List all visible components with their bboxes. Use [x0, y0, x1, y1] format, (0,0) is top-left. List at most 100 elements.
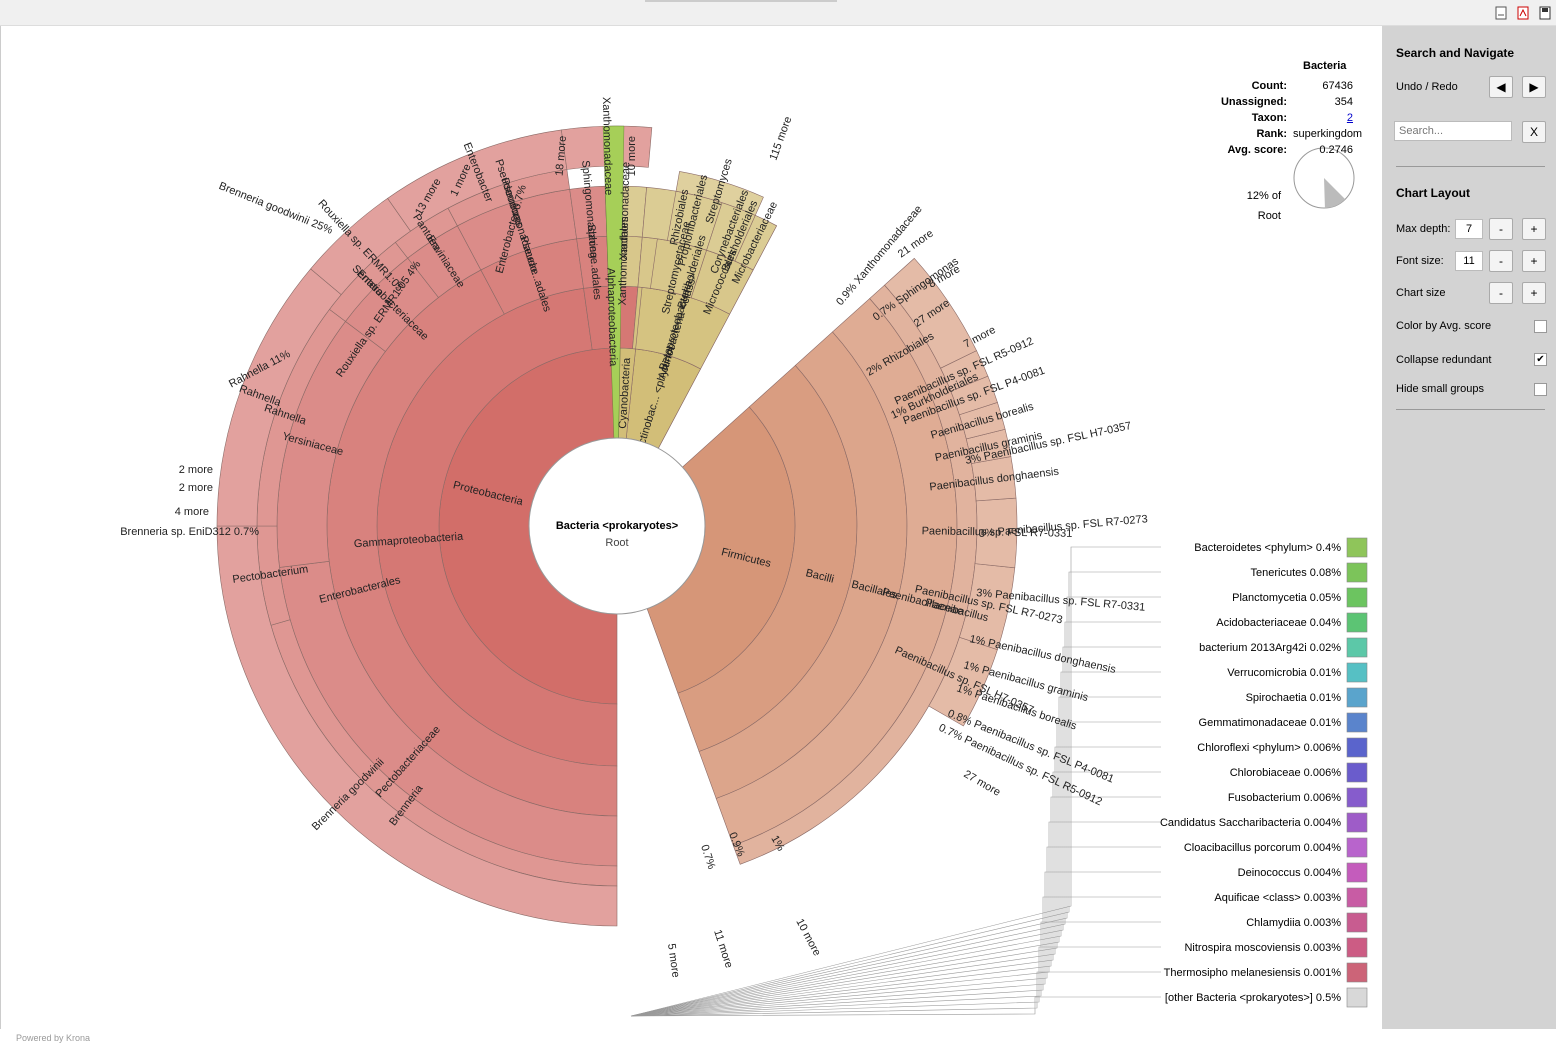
sunburst-segment[interactable] — [928, 636, 998, 727]
legend-leader-line — [630, 746, 1161, 1017]
outer-label: 4 more — [175, 506, 209, 518]
max-depth-plus-button[interactable]: + — [1522, 218, 1546, 240]
legend-swatch — [1346, 912, 1368, 933]
save-icon[interactable] — [1539, 6, 1551, 20]
sunburst-segment[interactable] — [675, 171, 764, 216]
max-depth-field[interactable]: 7 — [1455, 219, 1483, 239]
percent-root: Root — [1257, 210, 1281, 222]
legend-swatch — [1346, 537, 1368, 558]
outer-label: 5 more — [665, 943, 682, 979]
legend-swatch — [1346, 987, 1368, 1008]
search-navigate-heading: Search and Navigate — [1396, 46, 1515, 60]
mini-pie-slice[interactable] — [1324, 178, 1346, 208]
rank-value: superkingdom — [1293, 128, 1363, 140]
toolbar-divider — [645, 0, 837, 2]
forward-button[interactable]: ▶ — [1522, 76, 1546, 98]
outer-label: 2 more — [179, 482, 213, 494]
outer-label: Brenneria sp. EniD312 0.7% — [120, 526, 259, 538]
legend-leader-line — [630, 721, 1161, 1017]
legend-leader-line — [630, 571, 1161, 1017]
legend-swatch — [1346, 762, 1368, 783]
control-panel: Search and Navigate Undo / Redo ◀ ▶ X Ch… — [1382, 26, 1556, 1029]
legend-leader-line — [630, 596, 1161, 1017]
chart-size-minus-button[interactable]: - — [1489, 282, 1513, 304]
legend-label: Aquificae <class> 0.003% — [1214, 892, 1341, 904]
sunburst-segment[interactable] — [971, 456, 1017, 502]
legend-swatch — [1346, 562, 1368, 583]
chart-area: Proteobacteria Firmicutes Actinobac... <ph… — [0, 26, 1383, 1043]
legend-swatch — [1346, 862, 1368, 883]
taxon-link[interactable]: 2 — [1346, 112, 1353, 124]
hide-small-groups-label: Hide small groups — [1396, 383, 1485, 395]
pdf-icon[interactable] — [1517, 6, 1529, 20]
avg-score-label: Avg. score: — [1227, 144, 1287, 156]
sunburst-segment[interactable] — [950, 375, 998, 416]
sunburst-segment[interactable] — [884, 257, 977, 369]
max-depth-label: Max depth: — [1396, 223, 1451, 235]
segment-label: Xanthomonadales — [617, 216, 631, 305]
legend-label: Chlamydiia 0.003% — [1246, 917, 1341, 929]
color-by-score-label: Color by Avg. score — [1396, 320, 1492, 332]
panel-divider — [1396, 409, 1545, 410]
legend-leader-line — [630, 996, 1161, 1017]
legend-leader-line — [630, 871, 1161, 1017]
outer-label: 115 more — [768, 115, 795, 162]
search-input[interactable] — [1394, 121, 1512, 141]
sunburst-segment[interactable] — [959, 402, 1006, 440]
percent-of: 12% of — [1246, 190, 1281, 202]
back-button[interactable]: ◀ — [1489, 76, 1513, 98]
outer-label: 2 more — [179, 464, 213, 476]
clear-search-button[interactable]: X — [1522, 121, 1546, 143]
legend-label: Tenericutes 0.08% — [1251, 567, 1342, 579]
chart-size-plus-button[interactable]: + — [1522, 282, 1546, 304]
sunburst-segment[interactable] — [959, 563, 1016, 650]
legend-leader-line — [630, 671, 1161, 1017]
color-by-score-checkbox[interactable] — [1534, 320, 1547, 333]
legend-label: Gemmatimonadaceae 0.01% — [1199, 717, 1342, 729]
legend-label: Cloacibacillus porcorum 0.004% — [1184, 842, 1341, 854]
chart-size-label: Chart size — [1396, 287, 1446, 299]
font-size-field[interactable]: 11 — [1455, 251, 1483, 271]
legend-label: Fusobacterium 0.006% — [1228, 792, 1341, 804]
avg-score-value: 0.2746 — [1319, 144, 1353, 156]
legend-swatch — [1346, 887, 1368, 908]
legend-label: Verrucomicrobia 0.01% — [1227, 667, 1341, 679]
legend-leader-line — [630, 621, 1161, 1017]
top-toolbar — [0, 0, 1556, 26]
legend-leader-line — [630, 771, 1161, 1017]
unassigned-value: 354 — [1334, 96, 1353, 108]
legend-leader-line — [630, 946, 1161, 1017]
sunburst-segment[interactable] — [974, 497, 1018, 569]
sunburst-segment[interactable] — [940, 350, 989, 392]
sunburst-segment[interactable] — [965, 428, 1012, 464]
outer-label: 10 more — [626, 136, 638, 176]
info-title: Bacteria — [1303, 60, 1347, 72]
sunburst-segment[interactable] — [734, 214, 778, 271]
collapse-redundant-checkbox[interactable]: ✔ — [1534, 353, 1547, 366]
legend-swatch — [1346, 687, 1368, 708]
count-value: 67436 — [1322, 80, 1353, 92]
outer-label: 7 more — [962, 324, 998, 351]
font-size-plus-button[interactable]: + — [1522, 250, 1546, 272]
unassigned-label: Unassigned: — [1220, 96, 1287, 108]
font-size-minus-button[interactable]: - — [1489, 250, 1513, 272]
count-label: Count: — [1251, 80, 1287, 92]
legend-swatch — [1346, 937, 1368, 958]
legend-swatch — [1346, 662, 1368, 683]
legend-label: [other Bacteria <prokaryotes>] 0.5% — [1165, 992, 1341, 1004]
hide-small-groups-checkbox[interactable] — [1534, 383, 1547, 396]
max-depth-minus-button[interactable]: - — [1489, 218, 1513, 240]
panel-divider — [1396, 166, 1545, 167]
taxon-label: Taxon: — [1251, 112, 1287, 124]
legend-swatch — [1346, 612, 1368, 633]
legend-swatch — [1346, 637, 1368, 658]
legend-leader-line — [630, 921, 1161, 1017]
powered-by: Powered by Krona — [16, 1033, 91, 1043]
snapshot-icon[interactable] — [1495, 6, 1507, 20]
collapse-redundant-label: Collapse redundant — [1396, 354, 1492, 366]
rank-label: Rank: — [1256, 128, 1287, 140]
outer-label: 10 more — [793, 917, 823, 958]
legend-label: Thermosipho melanesiensis 0.001% — [1164, 967, 1342, 979]
outer-label: Brenneria goodwinii 25% — [217, 180, 335, 237]
